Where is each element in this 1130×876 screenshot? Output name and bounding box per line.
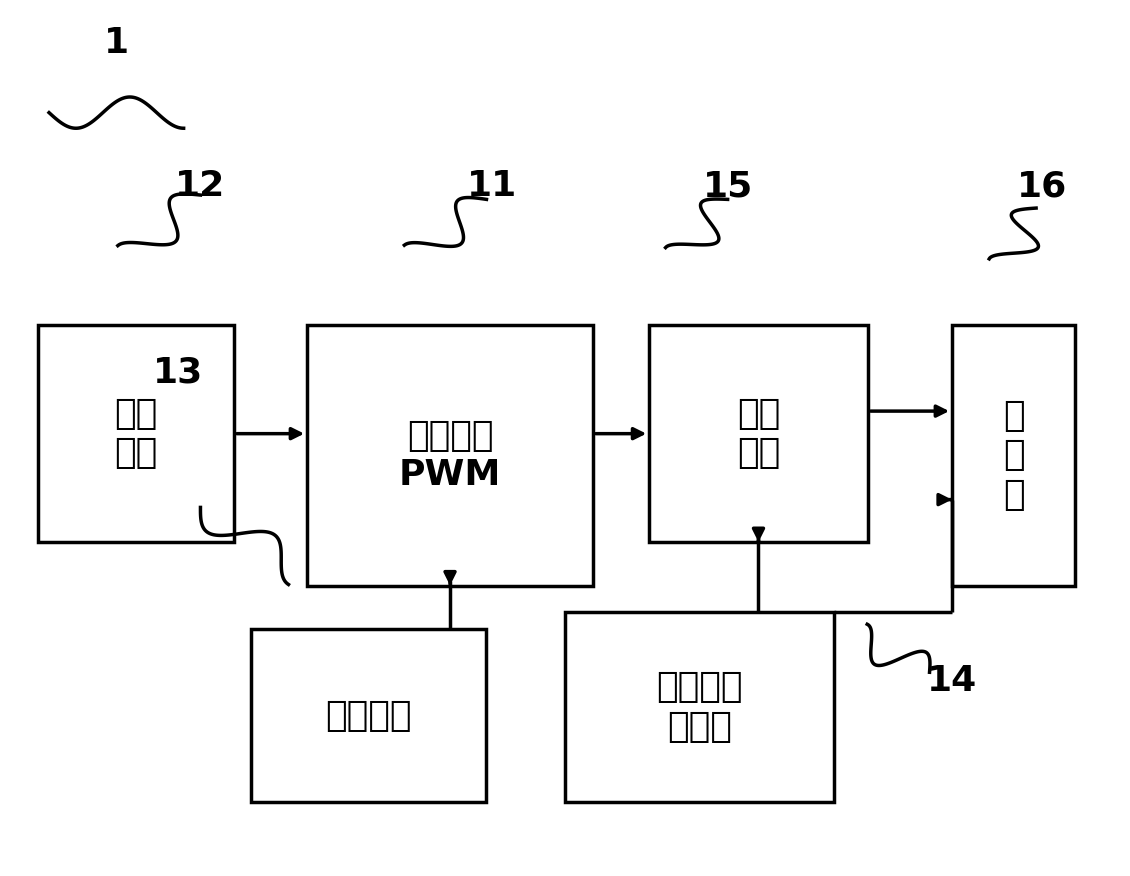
Bar <box>307 325 593 585</box>
Text: 三角函数
发生器: 三角函数 发生器 <box>657 670 742 744</box>
Text: 13: 13 <box>153 356 203 390</box>
Bar <box>565 611 834 802</box>
Text: 比
较
器: 比 较 器 <box>1002 399 1025 512</box>
Text: 瞬时抽样
PWM: 瞬时抽样 PWM <box>399 419 502 492</box>
Text: 时钟信号: 时钟信号 <box>325 699 412 732</box>
Bar <box>37 325 234 542</box>
Text: 16: 16 <box>1017 169 1067 203</box>
Bar <box>251 629 487 802</box>
Bar <box>951 325 1076 585</box>
Text: 模拟
信号: 模拟 信号 <box>114 397 157 470</box>
Text: 11: 11 <box>467 169 518 203</box>
Text: 1: 1 <box>104 26 129 60</box>
Bar <box>649 325 868 542</box>
Text: 积分
电路: 积分 电路 <box>737 397 780 470</box>
Text: 15: 15 <box>703 169 753 203</box>
Text: 14: 14 <box>927 664 977 698</box>
Text: 12: 12 <box>175 169 226 203</box>
